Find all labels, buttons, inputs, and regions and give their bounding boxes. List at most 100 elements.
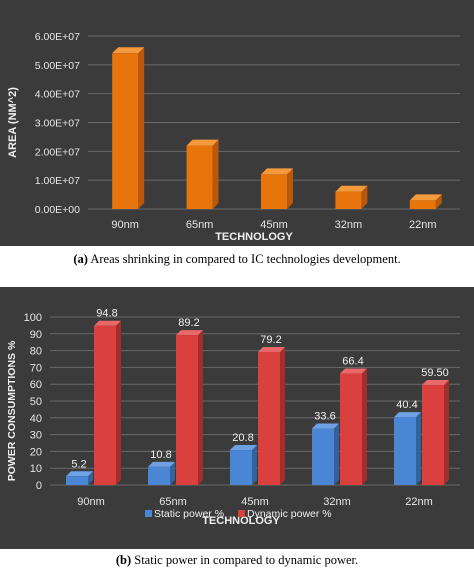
caption-a-tag: (a) [73, 252, 88, 266]
area-chart: 0.00E+00 1.00E+07 2.00E+07 3.00E+07 4.00E+07… [0, 0, 474, 246]
chart-b-dynamic-bar [258, 346, 285, 485]
chart-a-y-tick-label: 2.00E+07 [35, 146, 80, 158]
chart-b-static-bar [230, 445, 257, 485]
chart-a-bar [335, 185, 368, 209]
chart-a-bar [112, 47, 145, 209]
chart-b-y-tick-label: 60 [30, 379, 42, 391]
chart-a-bar-top [409, 194, 442, 201]
chart-a-x-tick-label: 90nm [111, 219, 139, 231]
chart-b-static-bar [66, 471, 93, 485]
chart-b-dynamic-bar-side [198, 330, 203, 485]
chart-b-legend-dynamic-label: Dynamic power % [247, 508, 332, 520]
chart-a-y-tick-label: 4.00E+07 [35, 89, 80, 101]
caption-a: (a) Areas shrinking in compared to IC te… [0, 252, 474, 267]
chart-b-dynamic-bar-front [422, 385, 444, 485]
chart-a-y-tick-label: 1.00E+07 [35, 175, 80, 187]
chart-b-static-bar-side [416, 412, 421, 485]
chart-a-bar-top [186, 139, 219, 146]
chart-a-bar-front [186, 145, 213, 209]
chart-b-legend-static-label: Static power % [154, 508, 224, 520]
chart-b-dynamic-bar [422, 380, 449, 485]
chart-b-x-tick-label: 45nm [241, 496, 269, 508]
chart-b-x-tick-label: 90nm [77, 496, 105, 508]
chart-b-dynamic-data-label: 94.8 [96, 308, 117, 320]
chart-a-y-tick-label: 5.00E+07 [35, 60, 80, 72]
chart-a-bar-side [138, 47, 145, 209]
chart-b-dynamic-bar-top [94, 320, 121, 326]
chart-b-dynamic-data-label: 66.4 [342, 355, 363, 367]
chart-a-bar-front [261, 174, 287, 209]
chart-b-x-tick-labels: 90nm 65nm 45nm 32nm 22nm [77, 496, 433, 508]
chart-b-y-tick-label: 80 [30, 346, 42, 358]
chart-b-legend: Static power % Dynamic power % [145, 508, 332, 520]
chart-a-y-tick-labels: 0.00E+00 1.00E+07 2.00E+07 3.00E+07 4.00E+07… [35, 31, 80, 216]
chart-b-static-data-label: 10.8 [150, 449, 171, 461]
chart-b-dynamic-bar-front [94, 325, 116, 485]
chart-b-static-bar-side [252, 445, 257, 485]
chart-a-bar-top [112, 47, 145, 54]
area-chart-panel: 0.00E+00 1.00E+07 2.00E+07 3.00E+07 4.00E+07… [0, 0, 474, 246]
chart-a-bars [112, 47, 442, 209]
chart-b-static-bar-front [312, 428, 334, 485]
chart-b-static-data-label: 20.8 [232, 432, 253, 444]
chart-a-bar-side [287, 168, 293, 209]
chart-b-y-tick-label: 40 [30, 413, 42, 425]
chart-b-static-bar-top [148, 461, 175, 467]
chart-b-dynamic-bar-top [176, 330, 203, 336]
chart-b-static-bar-side [88, 471, 93, 485]
chart-b-y-tick-label: 30 [30, 430, 42, 442]
chart-b-y-tick-label: 70 [30, 362, 42, 374]
chart-b-dynamic-data-label: 79.2 [260, 334, 281, 346]
chart-a-y-tick-label: 6.00E+07 [35, 31, 80, 43]
chart-b-dynamic-data-label: 89.2 [178, 317, 199, 329]
chart-b-dynamic-bar-top [422, 380, 449, 386]
power-chart-panel: 0 10 20 30 40 50 60 70 80 90 100 5.2 94.8 10.8 89.2 20.… [0, 287, 474, 549]
chart-b-y-tick-label: 90 [30, 329, 42, 341]
chart-b-y-tick-label: 100 [24, 312, 42, 324]
chart-a-bar [409, 194, 442, 209]
chart-b-y-tick-label: 20 [30, 446, 42, 458]
caption-b: (b) Static power in compared to dynamic … [0, 553, 474, 568]
chart-b-static-bar-front [148, 466, 170, 485]
chart-a-bar-top [261, 168, 293, 175]
chart-a-x-tick-label: 22nm [409, 219, 437, 231]
chart-b-static-bar [148, 461, 175, 485]
chart-b-y-tick-label: 50 [30, 396, 42, 408]
caption-b-text: Static power in compared to dynamic powe… [131, 553, 359, 567]
chart-b-static-bar-front [394, 417, 416, 485]
chart-a-x-tick-label: 65nm [186, 219, 214, 231]
chart-b-y-tick-label: 0 [36, 480, 42, 492]
chart-b-y-tick-label: 10 [30, 463, 42, 475]
chart-a-y-tick-label: 3.00E+07 [35, 118, 80, 130]
chart-b-dynamic-bar-side [116, 320, 121, 485]
chart-b-x-tick-label: 22nm [405, 496, 433, 508]
chart-a-bar-side [361, 185, 368, 209]
chart-b-data-labels: 5.2 94.8 10.8 89.2 20.8 79.2 33.6 66.4 40.4 59.50 [71, 308, 448, 471]
chart-b-static-data-label: 5.2 [71, 458, 86, 470]
chart-b-static-bar-top [312, 423, 339, 429]
power-chart: 0 10 20 30 40 50 60 70 80 90 100 5.2 94.8 10.8 89.2 20.… [0, 287, 474, 549]
chart-b-dynamic-bar [94, 320, 121, 485]
chart-a-bar-front [409, 200, 436, 209]
chart-a-y-axis-title: AREA (NM^2) [7, 87, 19, 158]
chart-b-dynamic-bar-side [280, 346, 285, 485]
chart-a-x-tick-labels: 90nm 65nm 45nm 32nm 22nm [111, 219, 436, 231]
chart-b-dynamic-bar-front [340, 373, 362, 485]
chart-b-x-tick-label: 32nm [323, 496, 351, 508]
chart-b-dynamic-bar-front [258, 351, 280, 485]
chart-b-dynamic-bar [176, 330, 203, 485]
chart-a-bar-top [335, 185, 368, 192]
chart-a-bar-side [435, 194, 442, 209]
caption-a-text: Areas shrinking in compared to IC techno… [87, 252, 401, 266]
chart-b-dynamic-bar-front [176, 335, 198, 485]
chart-a-bar [261, 168, 293, 209]
chart-b-static-bar-side [170, 461, 175, 485]
chart-b-dynamic-bar-side [444, 380, 449, 485]
chart-b-y-tick-labels: 0 10 20 30 40 50 60 70 80 90 100 [24, 312, 42, 492]
chart-a-x-axis-title: TECHNOLOGY [215, 231, 293, 243]
chart-a-x-tick-label: 32nm [335, 219, 363, 231]
chart-b-dynamic-data-label: 59.50 [421, 367, 449, 379]
chart-b-static-bar-side [334, 423, 339, 485]
chart-b-static-bar-top [66, 471, 93, 477]
chart-b-bars [66, 320, 449, 485]
